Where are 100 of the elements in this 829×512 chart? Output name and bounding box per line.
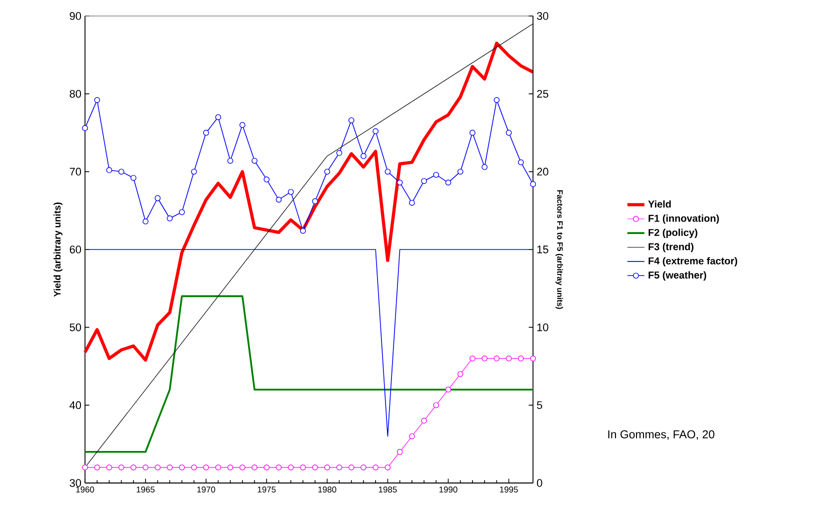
x-tick-label: 1995 [500, 486, 518, 493]
point [348, 464, 354, 470]
point [445, 386, 452, 393]
point [227, 464, 234, 470]
point [106, 167, 112, 174]
y-tick-label: 80 [70, 90, 82, 98]
point [360, 153, 366, 160]
point [336, 150, 342, 156]
legend-label: F1 (innovation) [648, 214, 719, 224]
point [215, 114, 222, 120]
point [203, 130, 210, 136]
legend-label: F3 (trend) [648, 242, 694, 252]
point [530, 181, 536, 188]
x-tick-label: 1965 [136, 486, 155, 493]
point [215, 464, 222, 470]
point [421, 418, 427, 424]
y2-tick-label: 10 [537, 323, 548, 332]
point [494, 97, 500, 103]
y-tick-label: 90 [70, 12, 82, 20]
point [300, 464, 306, 470]
point [408, 200, 415, 206]
point [408, 433, 415, 440]
point [276, 464, 282, 470]
y-axis-title: Yield (arbitrary units) [54, 202, 62, 297]
y-tick-label: 70 [70, 168, 82, 176]
y2-tick-label: 25 [537, 90, 548, 98]
y2-tick-label: 20 [537, 168, 548, 176]
point [506, 356, 512, 362]
point [324, 464, 330, 470]
point [494, 356, 500, 362]
point [191, 168, 197, 175]
legend-label: F2 (policy) [648, 228, 698, 238]
point [372, 128, 379, 134]
point [518, 356, 524, 362]
y2-tick-label: 15 [537, 246, 548, 254]
point [239, 122, 246, 128]
point [203, 464, 210, 470]
line-series [83, 42, 535, 362]
point [94, 464, 100, 470]
point [470, 356, 476, 362]
point [264, 464, 270, 470]
point [482, 164, 488, 170]
x-tick-label: 1990 [439, 486, 458, 493]
legend-label: F4 (extreme factor) [648, 257, 738, 266]
point [336, 464, 342, 470]
point [252, 158, 258, 164]
point [118, 464, 124, 470]
x-tick-label: 1975 [258, 486, 276, 493]
point [276, 196, 282, 203]
legend-label: Yield [648, 200, 671, 208]
point [421, 178, 427, 184]
y2-tick-label: 0 [536, 479, 542, 487]
point [178, 464, 185, 470]
point [239, 464, 246, 470]
point [130, 174, 136, 181]
point [312, 198, 318, 204]
point [94, 97, 100, 103]
point [178, 209, 185, 216]
point [252, 464, 258, 470]
point [227, 158, 234, 164]
point [154, 464, 161, 470]
point [445, 180, 452, 186]
point [384, 168, 391, 175]
point [482, 356, 488, 362]
point [118, 168, 124, 175]
point [518, 159, 524, 166]
point [142, 464, 148, 470]
point [288, 464, 294, 470]
point [142, 218, 148, 224]
x-tick-label: 1970 [197, 486, 216, 493]
point [191, 464, 197, 470]
point [130, 464, 136, 470]
point [264, 176, 270, 182]
y2-tick-label: 5 [536, 401, 542, 409]
y-tick-label: 40 [70, 401, 82, 410]
point [82, 125, 88, 132]
point [457, 168, 464, 175]
point [82, 464, 88, 470]
y2-tick-label: 30 [536, 12, 548, 20]
point [166, 464, 173, 470]
point [396, 448, 403, 455]
point [470, 130, 476, 136]
point [166, 215, 173, 222]
point [506, 130, 512, 136]
x-tick-label: 1980 [318, 486, 336, 493]
point [372, 464, 379, 470]
point [457, 371, 464, 377]
x-tick-label: 1985 [378, 486, 397, 493]
point [396, 180, 403, 186]
point [300, 228, 306, 234]
text: In Gommes, FAO, 20 [608, 430, 714, 440]
point [348, 117, 354, 124]
point [433, 172, 440, 178]
point [154, 195, 161, 202]
point [384, 464, 391, 470]
y-tick-label: 60 [70, 246, 82, 254]
point [324, 168, 330, 175]
point [288, 188, 294, 195]
x-tick-label: 1960 [76, 486, 94, 493]
point [530, 356, 536, 362]
